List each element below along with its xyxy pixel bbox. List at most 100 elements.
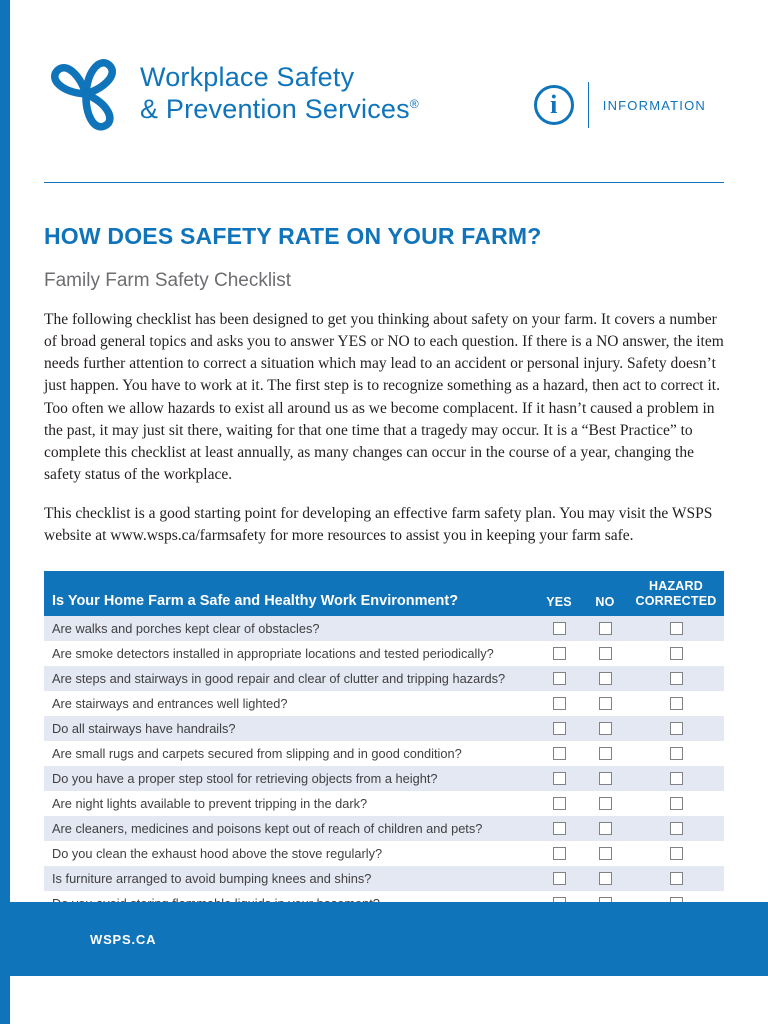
no-cell xyxy=(582,771,628,785)
yes-checkbox[interactable] xyxy=(552,646,566,660)
no-cell xyxy=(582,646,628,660)
hazard-corrected-cell xyxy=(628,671,724,685)
no-cell xyxy=(582,696,628,710)
hazard-corrected-checkbox[interactable] xyxy=(669,621,683,635)
wsps-logo-text: Workplace Safety & Prevention Services® xyxy=(140,62,419,126)
table-row: Do you have a proper step stool for retr… xyxy=(44,765,724,791)
no-cell xyxy=(582,796,628,810)
table-row: Are night lights available to prevent tr… xyxy=(44,791,724,816)
hazard-corrected-checkbox[interactable] xyxy=(669,721,683,735)
hazard-corrected-checkbox[interactable] xyxy=(669,846,683,860)
table-row: Are cleaners, medicines and poisons kept… xyxy=(44,815,724,841)
yes-checkbox[interactable] xyxy=(552,796,566,810)
yes-checkbox[interactable] xyxy=(552,871,566,885)
yes-checkbox[interactable] xyxy=(552,621,566,635)
no-checkbox[interactable] xyxy=(598,746,612,760)
no-checkbox[interactable] xyxy=(598,821,612,835)
question-text: Are walks and porches kept clear of obst… xyxy=(52,620,320,636)
registered-mark: ® xyxy=(409,97,419,111)
table-row: Are walks and porches kept clear of obst… xyxy=(44,615,724,641)
yes-cell xyxy=(536,696,582,710)
logo-line-1: Workplace Safety xyxy=(140,62,355,93)
table-row: Do all stairways have handrails? xyxy=(44,715,724,741)
hazard-corrected-cell xyxy=(628,871,724,885)
hazard-corrected-checkbox[interactable] xyxy=(669,796,683,810)
table-row: Are steps and stairways in good repair a… xyxy=(44,665,724,691)
logo-line-2: & Prevention Services® xyxy=(140,94,419,124)
yes-checkbox[interactable] xyxy=(552,746,566,760)
hazard-corrected-checkbox[interactable] xyxy=(669,771,683,785)
column-header-yes: YES xyxy=(546,594,572,609)
no-cell xyxy=(582,671,628,685)
safety-checklist-table: Is Your Home Farm a Safe and Healthy Wor… xyxy=(44,570,724,941)
yes-checkbox[interactable] xyxy=(552,721,566,735)
hazard-corrected-checkbox[interactable] xyxy=(669,696,683,710)
yes-checkbox[interactable] xyxy=(552,821,566,835)
table-row: Are stairways and entrances well lighted… xyxy=(44,691,724,716)
hazard-corrected-checkbox[interactable] xyxy=(669,646,683,660)
wsps-logo: Workplace Safety & Prevention Services® xyxy=(44,52,419,136)
hazard-corrected-cell xyxy=(628,646,724,660)
hazard-corrected-cell xyxy=(628,746,724,760)
hazard-corrected-cell xyxy=(628,621,724,635)
intro-paragraph-2: This checklist is a good starting point … xyxy=(44,505,713,545)
no-checkbox[interactable] xyxy=(598,721,612,735)
hazard-corrected-cell xyxy=(628,846,724,860)
hazard-corrected-cell xyxy=(628,821,724,835)
yes-cell xyxy=(536,871,582,885)
yes-cell xyxy=(536,671,582,685)
question-text: Is furniture arranged to avoid bumping k… xyxy=(52,870,372,886)
no-cell xyxy=(582,621,628,635)
hazard-corrected-checkbox[interactable] xyxy=(669,746,683,760)
yes-cell xyxy=(536,846,582,860)
no-checkbox[interactable] xyxy=(598,621,612,635)
hazard-corrected-checkbox[interactable] xyxy=(669,871,683,885)
yes-cell xyxy=(536,721,582,735)
info-label: INFORMATION xyxy=(602,97,706,113)
table-row: Do you clean the exhaust hood above the … xyxy=(44,841,724,866)
page-title: HOW DOES SAFETY RATE ON YOUR FARM? xyxy=(44,223,542,249)
left-edge-accent-bar xyxy=(0,0,10,1024)
question-text: Do you have a proper step stool for retr… xyxy=(52,770,438,786)
no-cell xyxy=(582,721,628,735)
no-checkbox[interactable] xyxy=(598,871,612,885)
no-checkbox[interactable] xyxy=(598,771,612,785)
no-checkbox[interactable] xyxy=(598,671,612,685)
yes-checkbox[interactable] xyxy=(552,671,566,685)
intro-paragraph-1: The following checklist has been designe… xyxy=(44,311,724,484)
hazard-corrected-cell xyxy=(628,721,724,735)
yes-checkbox[interactable] xyxy=(552,846,566,860)
page-subtitle: Family Farm Safety Checklist xyxy=(44,270,292,291)
no-checkbox[interactable] xyxy=(598,696,612,710)
no-cell xyxy=(582,821,628,835)
hazard-corrected-checkbox[interactable] xyxy=(669,821,683,835)
table-row: Are small rugs and carpets secured from … xyxy=(44,741,724,766)
checklist-header-row: Is Your Home Farm a Safe and Healthy Wor… xyxy=(44,570,724,616)
question-text: Are small rugs and carpets secured from … xyxy=(52,745,462,761)
wsps-flower-icon xyxy=(44,52,128,136)
info-icon: i xyxy=(533,85,574,125)
page-header: Workplace Safety & Prevention Services® … xyxy=(0,0,768,136)
yes-checkbox[interactable] xyxy=(552,696,566,710)
no-cell xyxy=(582,846,628,860)
no-checkbox[interactable] xyxy=(598,796,612,810)
hazard-corrected-checkbox[interactable] xyxy=(669,671,683,685)
footer-band: WSPS.CA xyxy=(0,902,768,976)
no-checkbox[interactable] xyxy=(598,646,612,660)
footer-site-label: WSPS.CA xyxy=(90,931,157,947)
yes-checkbox[interactable] xyxy=(552,771,566,785)
question-text: Are cleaners, medicines and poisons kept… xyxy=(52,820,483,836)
checklist-rows: Are walks and porches kept clear of obst… xyxy=(44,615,724,941)
hazard-corrected-cell xyxy=(628,796,724,810)
hazard-corrected-cell xyxy=(628,771,724,785)
column-header-no: NO xyxy=(595,594,615,609)
question-text: Are stairways and entrances well lighted… xyxy=(52,695,288,711)
table-row: Is furniture arranged to avoid bumping k… xyxy=(44,865,724,891)
no-checkbox[interactable] xyxy=(598,846,612,860)
table-row: Are smoke detectors installed in appropr… xyxy=(44,641,724,666)
question-text: Do all stairways have handrails? xyxy=(52,720,236,736)
hazard-label-line-1: HAZARD xyxy=(649,578,703,593)
question-text: Do you clean the exhaust hood above the … xyxy=(52,845,383,861)
header-rule xyxy=(44,182,724,183)
